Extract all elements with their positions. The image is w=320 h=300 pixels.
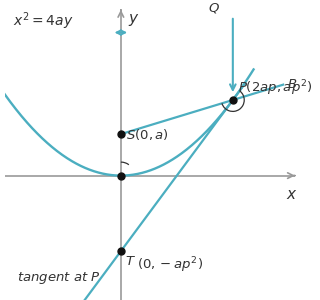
Text: tangent at $P$: tangent at $P$ [17,270,101,286]
Text: $T$: $T$ [125,255,136,268]
Text: $y$: $y$ [128,12,140,28]
Text: $P(2ap,ap^2)$: $P(2ap,ap^2)$ [238,78,312,98]
Text: $S(0,a)$: $S(0,a)$ [126,127,169,142]
Text: $x$: $x$ [286,187,298,202]
Text: $(0,-ap^2)$: $(0,-ap^2)$ [137,255,203,275]
Text: $Q$: $Q$ [208,1,220,15]
Text: $x^2 = 4ay$: $x^2 = 4ay$ [13,11,74,32]
Text: $B$: $B$ [287,78,298,91]
